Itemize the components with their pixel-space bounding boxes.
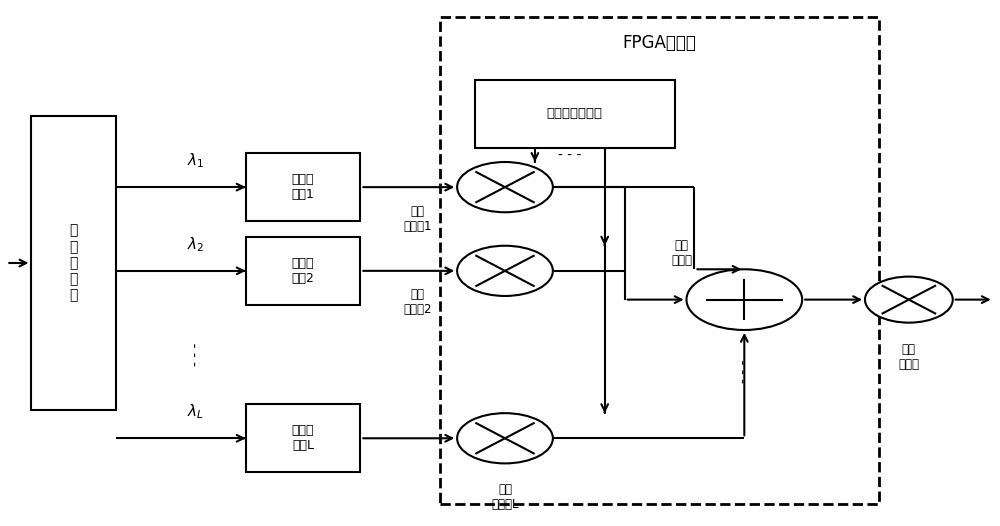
Bar: [246, 153, 360, 221]
Text: - - -: - - -: [558, 148, 581, 162]
Text: - - -: - - -: [189, 343, 203, 366]
Circle shape: [457, 162, 553, 213]
Text: 解码
乘法器1: 解码 乘法器1: [403, 205, 431, 232]
Bar: [475, 80, 675, 148]
Text: FPGA解码器: FPGA解码器: [623, 34, 696, 52]
Text: 解码
乘法器2: 解码 乘法器2: [403, 288, 431, 316]
Text: $\lambda_L$: $\lambda_L$: [187, 403, 204, 421]
Circle shape: [457, 413, 553, 463]
Text: 波
分
复
用
器: 波 分 复 用 器: [70, 224, 78, 302]
Text: 光电检
测器L: 光电检 测器L: [292, 424, 314, 452]
Bar: [246, 404, 360, 472]
Bar: [31, 116, 116, 410]
Bar: [246, 237, 360, 305]
Text: 解码
加法器: 解码 加法器: [671, 238, 692, 267]
Text: $\lambda_2$: $\lambda_2$: [187, 235, 205, 254]
Text: 扩频码字运算器: 扩频码字运算器: [547, 107, 603, 120]
Text: 权重
乘法器: 权重 乘法器: [898, 342, 919, 371]
Text: - - -: - - -: [737, 360, 751, 383]
Text: 解码
乘法器L: 解码 乘法器L: [491, 483, 519, 511]
Text: 光电检
测器1: 光电检 测器1: [292, 173, 314, 201]
Text: 光电检
测器2: 光电检 测器2: [292, 257, 314, 285]
Circle shape: [865, 277, 953, 322]
Text: $\lambda_1$: $\lambda_1$: [187, 151, 205, 170]
Circle shape: [457, 246, 553, 296]
Bar: [440, 17, 879, 504]
Circle shape: [686, 269, 802, 330]
